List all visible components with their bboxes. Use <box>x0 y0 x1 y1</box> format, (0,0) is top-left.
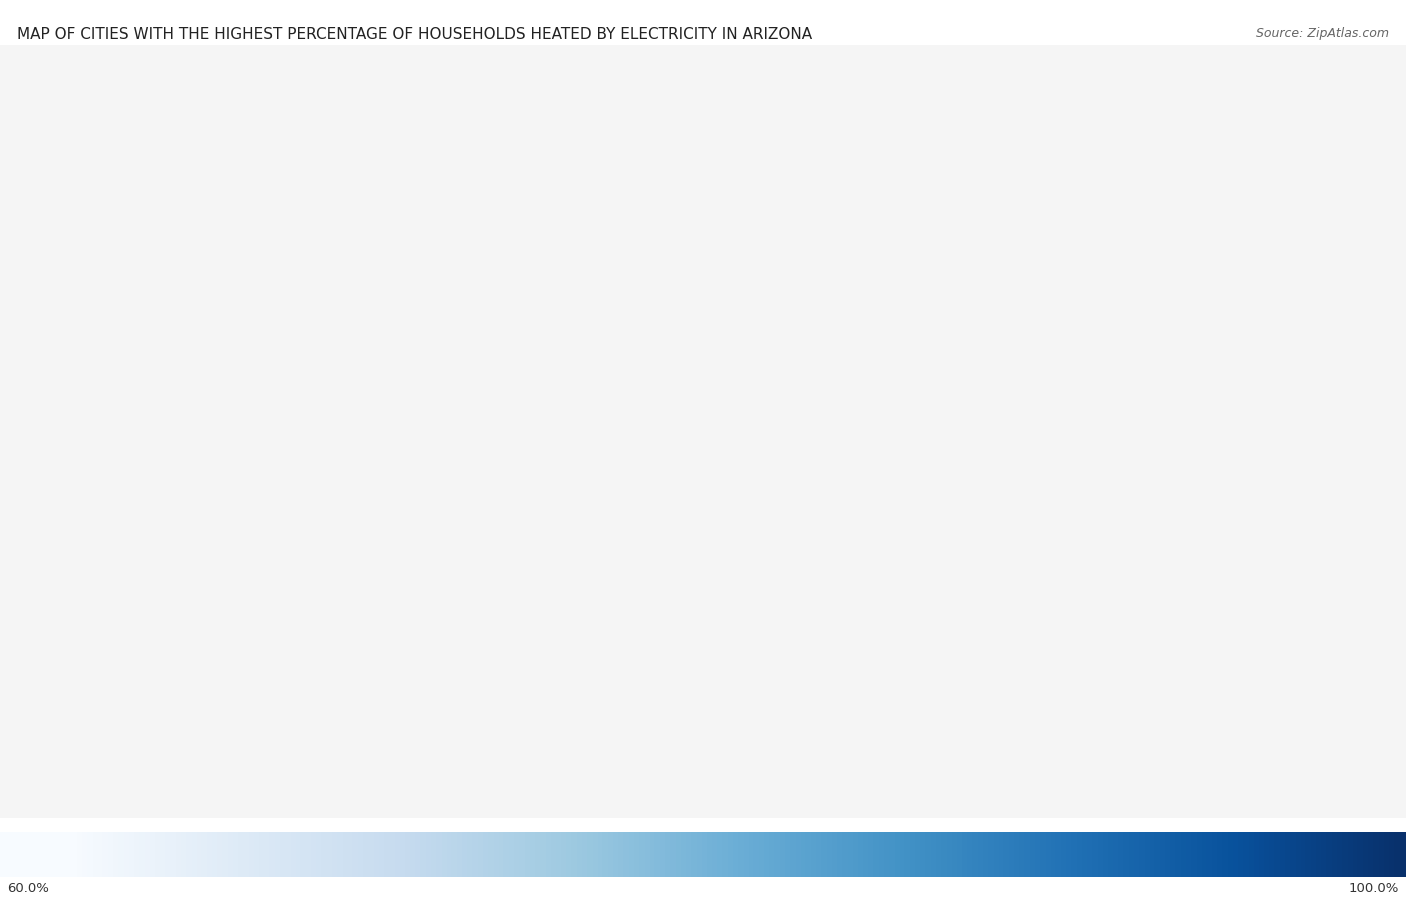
Text: 100.0%: 100.0% <box>1348 882 1399 895</box>
Text: Source: ZipAtlas.com: Source: ZipAtlas.com <box>1256 27 1389 40</box>
Text: 60.0%: 60.0% <box>7 882 49 895</box>
Text: MAP OF CITIES WITH THE HIGHEST PERCENTAGE OF HOUSEHOLDS HEATED BY ELECTRICITY IN: MAP OF CITIES WITH THE HIGHEST PERCENTAG… <box>17 27 813 42</box>
